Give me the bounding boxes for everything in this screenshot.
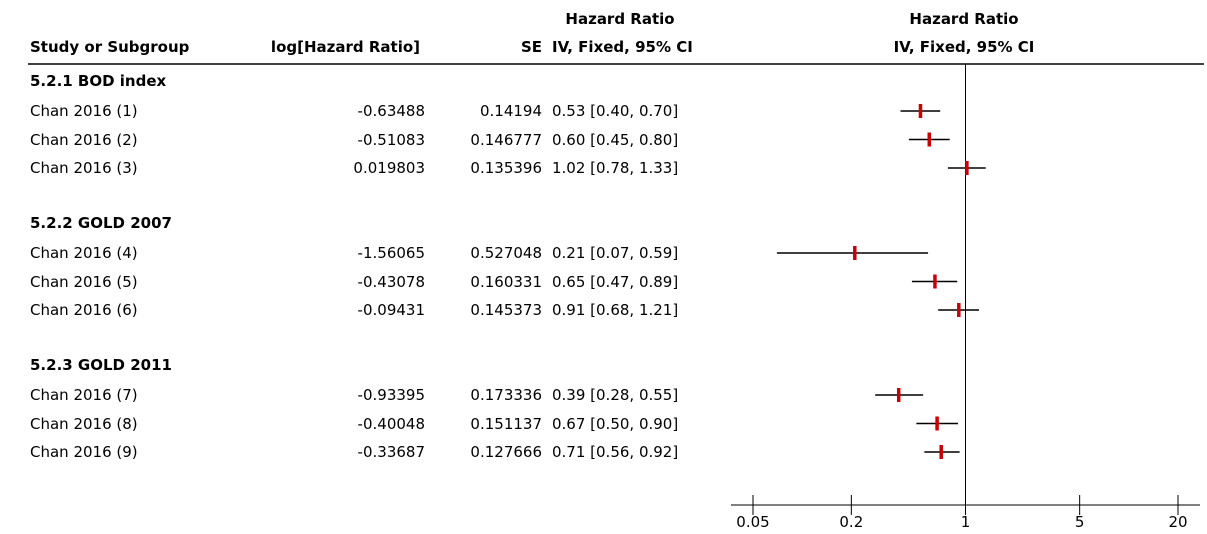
se-value: 0.135396 xyxy=(470,159,542,177)
loghr-value: -0.43078 xyxy=(357,272,425,291)
loghr-value: 0.019803 xyxy=(353,159,425,177)
hr-ci-value: 0.71 [0.56, 0.92] xyxy=(552,443,679,461)
hr-ci-value: 0.39 [0.28, 0.55] xyxy=(552,386,679,404)
se-value: 0.160331 xyxy=(470,272,542,291)
study-name: Chan 2016 (8) xyxy=(30,414,138,433)
study-name: Chan 2016 (6) xyxy=(30,301,138,319)
point-estimate-marker xyxy=(939,445,943,459)
point-estimate-marker xyxy=(853,246,857,260)
se-value: 0.527048 xyxy=(470,244,542,262)
subgroup-label: 5.2.2 GOLD 2007 xyxy=(30,214,172,232)
study-name: Chan 2016 (5) xyxy=(30,272,138,291)
point-estimate-marker xyxy=(935,416,939,431)
col-se-header: SE xyxy=(520,38,542,56)
loghr-value: -0.33687 xyxy=(357,443,425,461)
study-name: Chan 2016 (2) xyxy=(30,130,138,149)
hr-ci-value: 1.02 [0.78, 1.33] xyxy=(552,159,679,177)
se-value: 0.14194 xyxy=(479,102,542,120)
point-estimate-marker xyxy=(933,274,937,289)
x-tick-label: 5 xyxy=(1075,513,1085,531)
loghr-value: -0.51083 xyxy=(357,130,425,149)
hr-ci-value: 0.91 [0.68, 1.21] xyxy=(552,301,679,319)
x-tick-label: 0.05 xyxy=(736,513,769,531)
point-estimate-marker xyxy=(927,132,932,147)
hr-ci-value: 0.21 [0.07, 0.59] xyxy=(552,244,679,262)
loghr-value: -1.56065 xyxy=(357,244,425,262)
point-estimate-marker xyxy=(957,303,961,317)
x-tick-label: 20 xyxy=(1168,513,1187,531)
plot-title: Hazard Ratio xyxy=(909,10,1019,28)
hr-ci-value: 0.60 [0.45, 0.80] xyxy=(552,130,679,149)
point-estimate-marker xyxy=(896,388,901,402)
col-study-header: Study or Subgroup xyxy=(30,38,190,56)
col-hr-title: Hazard Ratio xyxy=(565,10,675,28)
se-value: 0.145373 xyxy=(470,301,542,319)
hr-ci-value: 0.65 [0.47, 0.89] xyxy=(552,272,679,291)
subgroup-label: 5.2.1 BOD index xyxy=(30,72,167,90)
x-tick-label: 1 xyxy=(961,513,971,531)
study-name: Chan 2016 (3) xyxy=(30,159,138,177)
study-name: Chan 2016 (9) xyxy=(30,443,138,461)
col-hr-method-header: IV, Fixed, 95% CI xyxy=(552,38,693,56)
plot-method-header: IV, Fixed, 95% CI xyxy=(893,38,1035,56)
study-name: Chan 2016 (1) xyxy=(30,102,138,120)
point-estimate-marker xyxy=(918,104,923,118)
se-value: 0.146777 xyxy=(470,130,542,149)
hr-ci-value: 0.67 [0.50, 0.90] xyxy=(552,414,679,433)
col-loghr-header: log[Hazard Ratio] xyxy=(270,38,420,56)
hr-ci-value: 0.53 [0.40, 0.70] xyxy=(552,102,679,120)
loghr-value: -0.93395 xyxy=(357,386,425,404)
loghr-value: -0.09431 xyxy=(357,301,425,319)
loghr-value: -0.40048 xyxy=(357,414,425,433)
study-name: Chan 2016 (7) xyxy=(30,386,138,404)
study-name: Chan 2016 (4) xyxy=(30,244,138,262)
se-value: 0.151137 xyxy=(470,414,542,433)
point-estimate-marker xyxy=(965,161,969,175)
loghr-value: -0.63488 xyxy=(357,102,425,120)
x-tick-label: 0.2 xyxy=(839,513,863,531)
se-value: 0.127666 xyxy=(470,443,542,461)
subgroup-label: 5.2.3 GOLD 2011 xyxy=(30,356,172,374)
se-value: 0.173336 xyxy=(470,386,542,404)
